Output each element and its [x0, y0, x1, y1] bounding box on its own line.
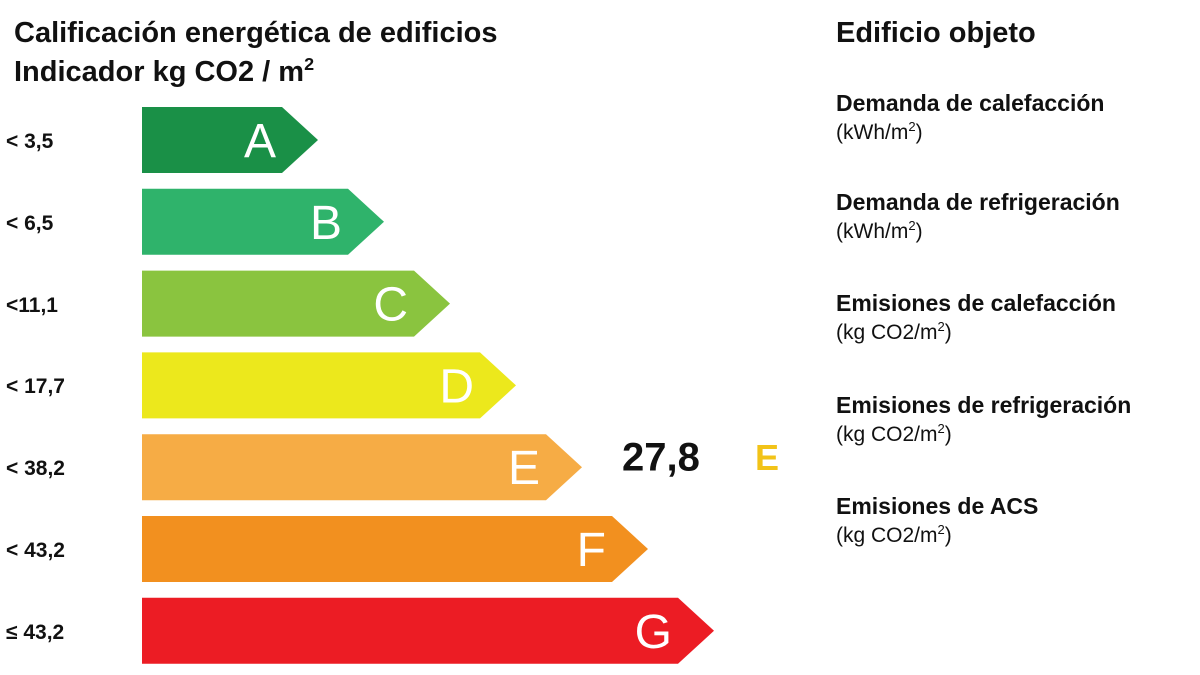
side-item-emisiones-acs: Emisiones de ACS (kg CO2/m2): [836, 492, 1038, 549]
value-class-label: E: [755, 437, 780, 478]
rating-bar-f: [142, 516, 648, 582]
rating-letter-f: F: [577, 524, 606, 577]
rating-letter-a: A: [244, 115, 276, 168]
rating-bar-a: [142, 107, 318, 173]
side-item-label: Emisiones de ACS: [836, 493, 1039, 519]
side-item-unit: (kg CO2/m2): [836, 319, 952, 344]
rating-bar-e: [142, 434, 582, 501]
side-item-label: Demanda de calefacción: [836, 90, 1105, 116]
rating-letter-b: B: [310, 197, 342, 250]
side-item-label: Emisiones de refrigeración: [836, 392, 1132, 418]
side-item-label: Emisiones de calefacción: [836, 290, 1116, 316]
rating-letter-g: G: [635, 606, 672, 659]
range-label-d: < 17,7: [6, 375, 65, 399]
range-label-f: < 43,2: [6, 539, 65, 562]
rating-letter-d: D: [439, 360, 474, 413]
side-item-unit: (kWh/m2): [836, 218, 923, 243]
rating-letter-c: C: [373, 279, 408, 332]
rating-bar-g: [142, 597, 714, 664]
chart-subtitle-text: Indicador kg CO2 / m: [14, 56, 305, 88]
chart-subtitle-sup: 2: [304, 54, 315, 75]
chart-title: Calificación energética de edificios: [14, 17, 498, 49]
rating-bar-d: [142, 352, 516, 419]
side-item-demanda-calefaccion: Demanda de calefacción (kWh/m2): [836, 89, 1104, 146]
range-label-a: < 3,5: [6, 130, 54, 153]
side-item-demanda-refrigeracion: Demanda de refrigeración (kWh/m2): [836, 188, 1120, 245]
range-label-b: < 6,5: [6, 211, 54, 235]
side-item-unit: (kg CO2/m2): [836, 421, 952, 446]
side-item-emisiones-calefaccion: Emisiones de calefacción (kg CO2/m2): [836, 289, 1116, 346]
range-label-c: <11,1: [6, 293, 58, 317]
range-label-g: ≤ 43,2: [6, 620, 65, 644]
side-item-unit: (kg CO2/m2): [836, 522, 952, 547]
side-panel-title: Edificio objeto: [836, 17, 1036, 49]
range-labels: < 3,5 < 6,5 <11,1 < 17,7 < 38,2 < 43,2 ≤ 43,2: [0, 0, 140, 675]
value-label: 27,8: [622, 435, 700, 480]
side-item-unit: (kWh/m2): [836, 119, 923, 144]
side-item-label: Demanda de refrigeración: [836, 189, 1120, 215]
rating-letter-e: E: [508, 442, 540, 495]
range-label-e: < 38,2: [6, 457, 65, 481]
rating-bar-c: [142, 270, 450, 337]
chart-subtitle: Indicador kg CO2 / m2: [14, 55, 314, 89]
rating-bar-b: [142, 188, 384, 255]
side-item-emisiones-refrigeracion: Emisiones de refrigeración (kg CO2/m2): [836, 391, 1131, 448]
